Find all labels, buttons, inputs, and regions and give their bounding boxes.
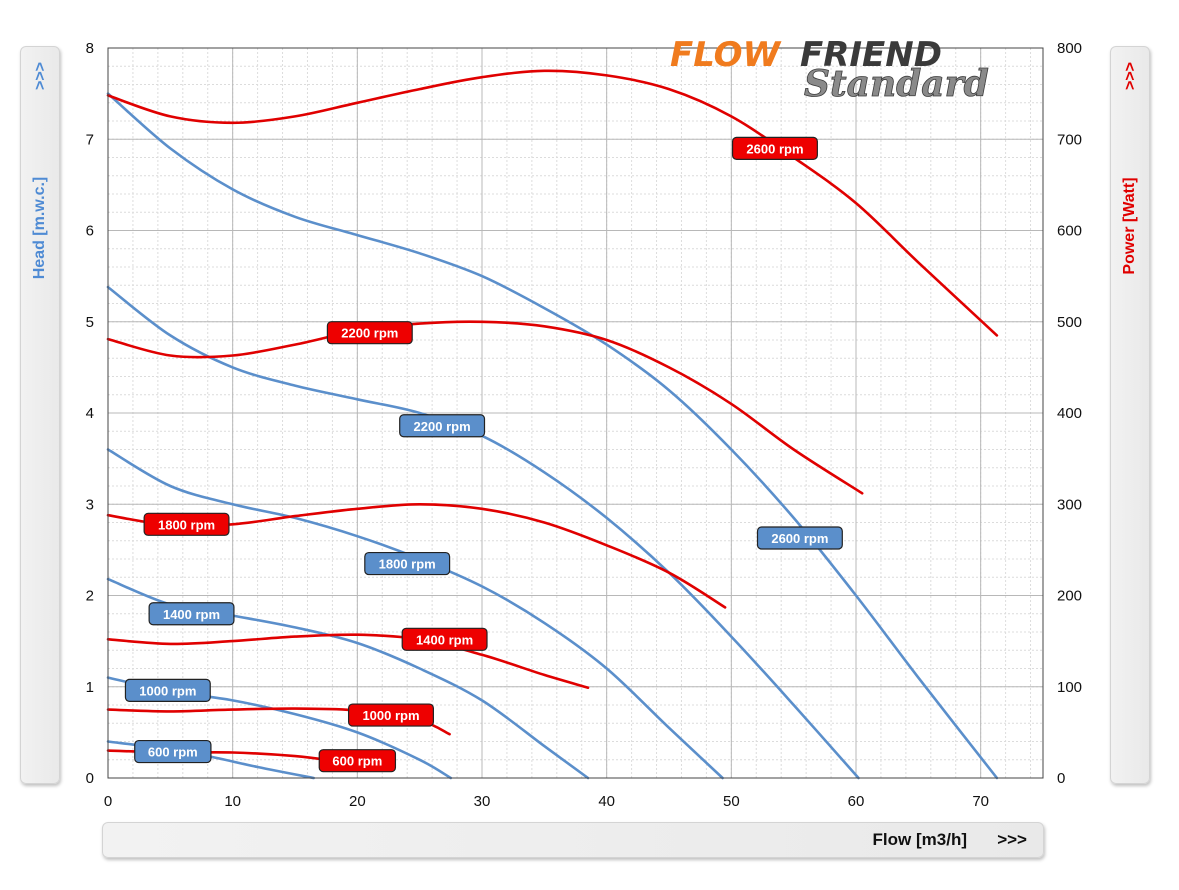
flow-axis-title: Flow [m3/h] — [872, 830, 967, 849]
power-curve-2200-rpm — [106, 320, 864, 495]
y-tick-label: 4 — [86, 405, 94, 422]
curve-label-text: 1800 rpm — [379, 557, 436, 572]
head-label-600-rpm: 600 rpm — [134, 739, 212, 764]
curve-label-text: 1800 rpm — [158, 517, 215, 532]
power-axis-expand-arrows[interactable]: >>> — [1122, 61, 1139, 91]
y-tick-label: 0 — [86, 770, 94, 787]
y2-tick-label: 800 — [1057, 40, 1082, 57]
plot-frame — [107, 47, 1044, 779]
x-tick-label: 30 — [474, 793, 491, 810]
curve-label-text: 2600 rpm — [771, 531, 828, 546]
power-label-1000-rpm: 1000 rpm — [347, 703, 434, 727]
y2-tick-label: 400 — [1057, 405, 1082, 422]
head-curve-2200-rpm — [106, 285, 860, 780]
flow-axis-expand-arrows[interactable]: >>> — [997, 830, 1027, 849]
y-tick-label: 2 — [86, 588, 94, 605]
y-tick-label: 1 — [86, 679, 94, 696]
head-axis-panel[interactable]: >>> Head [m.w.c.] — [20, 46, 60, 784]
power-label-2600-rpm: 2600 rpm — [731, 136, 818, 160]
logo-standard-text: Standard — [804, 63, 989, 104]
y2-tick-label: 600 — [1057, 223, 1082, 240]
y-tick-label: 5 — [86, 314, 94, 331]
power-curve-2600-rpm — [106, 69, 999, 337]
curve-labels: 600 rpm 1000 rpm 1400 rpm 1800 rpm 2200 rpm 2… — [124, 136, 843, 773]
curve-label-text: 600 rpm — [332, 754, 382, 769]
curve-label-text: 1400 rpm — [416, 632, 473, 647]
y-tick-label: 8 — [86, 40, 94, 57]
power-label-2200-rpm: 2200 rpm — [326, 321, 413, 345]
axes: 0 10 20 30 40 50 60 700123456780100200300400500… — [86, 40, 1082, 810]
y2-tick-label: 0 — [1057, 770, 1065, 787]
head-label-1400-rpm: 1400 rpm — [148, 602, 235, 626]
x-tick-label: 60 — [848, 793, 865, 810]
power-curves — [106, 69, 999, 762]
flow-axis-panel[interactable]: Flow [m3/h] >>> — [102, 822, 1044, 858]
x-tick-label: 0 — [104, 793, 112, 810]
y-tick-label: 7 — [86, 131, 94, 148]
curve-label-text: 2200 rpm — [414, 419, 471, 434]
power-label-1400-rpm: 1400 rpm — [401, 627, 488, 651]
head-label-2200-rpm: 2200 rpm — [399, 414, 486, 438]
head-curve-2600-rpm — [106, 92, 999, 780]
power-axis-panel[interactable]: >>> Power [Watt] — [1110, 46, 1150, 784]
x-tick-label: 10 — [224, 793, 241, 810]
logo-friend-text: FRIEND — [800, 35, 942, 75]
curve-label-text: 600 rpm — [148, 745, 198, 760]
x-tick-label: 50 — [723, 793, 740, 810]
y2-tick-label: 200 — [1057, 588, 1082, 605]
flowfriend-logo: FLOW FRIEND Standard — [664, 34, 1009, 105]
power-label-600-rpm: 600 rpm — [318, 749, 397, 773]
head-label-1800-rpm: 1800 rpm — [364, 551, 451, 576]
power-curve-1400-rpm — [106, 633, 590, 689]
y2-tick-label: 300 — [1057, 496, 1082, 513]
y-tick-label: 6 — [86, 223, 94, 240]
curve-label-text: 2600 rpm — [746, 141, 803, 156]
head-axis-title: Head [m.w.c.] — [31, 176, 48, 280]
head-label-2600-rpm: 2600 rpm — [756, 526, 843, 550]
head-label-1000-rpm: 1000 rpm — [124, 678, 211, 703]
curve-label-text: 1400 rpm — [163, 607, 220, 622]
power-label-1800-rpm: 1800 rpm — [143, 512, 230, 536]
curve-label-text: 2200 rpm — [341, 326, 398, 341]
x-tick-label: 70 — [972, 793, 989, 810]
x-tick-label: 40 — [598, 793, 615, 810]
head-axis-expand-arrows[interactable]: >>> — [32, 61, 49, 91]
y2-tick-label: 100 — [1057, 679, 1082, 696]
y2-tick-label: 700 — [1057, 131, 1082, 148]
y2-tick-label: 500 — [1057, 314, 1082, 331]
grid — [107, 47, 1043, 779]
x-tick-label: 20 — [349, 793, 366, 810]
curve-label-text: 1000 rpm — [362, 708, 419, 723]
y-tick-label: 3 — [86, 496, 94, 513]
power-axis-title: Power [Watt] — [1121, 177, 1138, 275]
logo-flow-text: FLOW — [670, 35, 782, 75]
head-curves — [106, 92, 999, 780]
curve-label-text: 1000 rpm — [139, 683, 196, 698]
